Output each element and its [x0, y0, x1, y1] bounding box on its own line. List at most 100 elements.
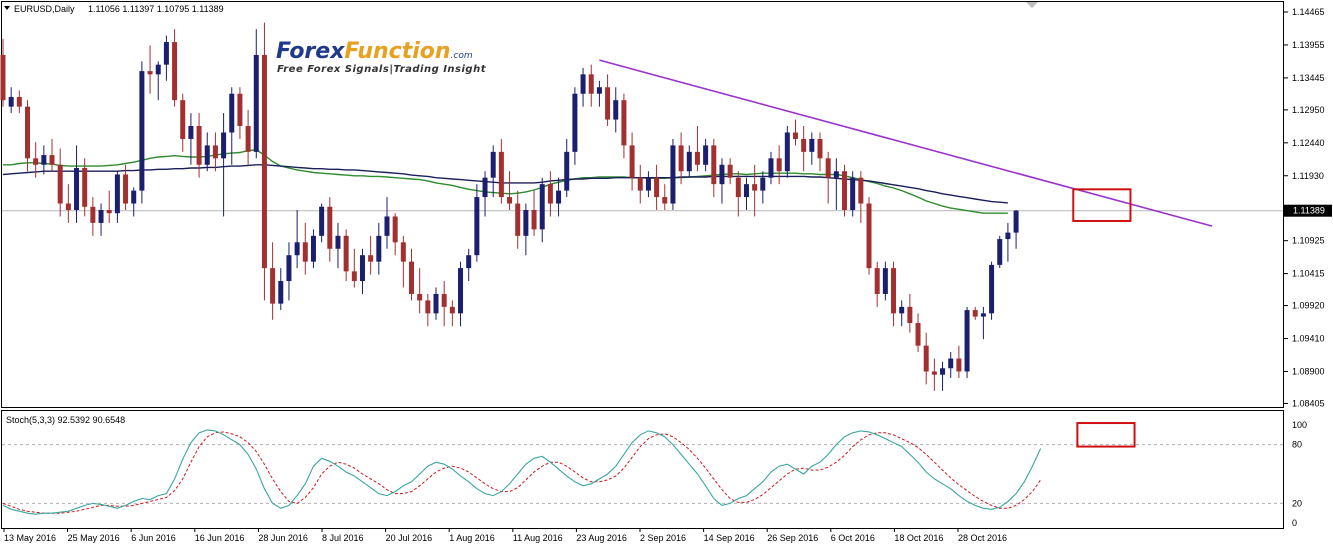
candle-body [940, 368, 946, 375]
candle [147, 45, 153, 94]
candle [25, 100, 31, 172]
date-tick-label: 6 Oct 2016 [831, 533, 875, 543]
candle-body [703, 145, 709, 165]
price-tick-label: 1.12950 [1292, 105, 1325, 115]
candle [899, 300, 905, 327]
date-tick-label: 26 Sep 2016 [767, 533, 818, 543]
candle-body [180, 100, 186, 139]
candle [940, 361, 946, 391]
candle [547, 171, 553, 217]
candle [964, 306, 970, 378]
candle-body [490, 151, 496, 178]
candle-body [817, 138, 823, 159]
date-tick-label: 2 Sep 2016 [640, 533, 686, 543]
candle-body [212, 145, 218, 159]
candle [253, 29, 259, 159]
candle [866, 197, 872, 275]
candle-body [49, 155, 55, 165]
date-tick-label: 28 Oct 2016 [958, 533, 1007, 543]
candle-body [809, 138, 815, 152]
stoch-label: Stoch(5,3,3) 92.5392 90.6548 [6, 415, 125, 425]
ma-slow-line [2, 164, 1008, 204]
candle [286, 242, 292, 301]
candle-body [270, 268, 276, 304]
candle-body [507, 197, 513, 204]
candle-body [98, 209, 104, 223]
date-tick-label: 11 Aug 2016 [513, 533, 563, 543]
candle-body [188, 126, 194, 139]
candle-body [980, 313, 986, 317]
candle-body [139, 71, 145, 191]
svg-text:ForexFunction.com: ForexFunction.com [276, 39, 473, 64]
candle [809, 132, 815, 165]
candle [82, 158, 88, 217]
candle-body [433, 293, 439, 314]
candle [310, 229, 316, 269]
candle-body [866, 203, 872, 269]
stochastic-plot: 100 80 20 0 [2, 420, 1307, 528]
candle [662, 184, 668, 210]
candle [891, 261, 897, 327]
candle-body [564, 151, 570, 191]
candle [351, 248, 357, 288]
current-price-line: 1.11389 [2, 204, 1332, 217]
candle-body [237, 93, 243, 127]
candle-body [90, 206, 96, 223]
shift-marker-icon[interactable] [1026, 2, 1038, 8]
candle-body [458, 268, 464, 314]
candle [645, 171, 651, 198]
candle-body [588, 74, 594, 94]
candle [556, 177, 562, 217]
candle [874, 261, 880, 307]
dropdown-triangle-icon[interactable] [4, 6, 10, 10]
candle-body [74, 168, 80, 210]
candle [106, 190, 112, 223]
price-tick-label: 1.09920 [1292, 301, 1325, 311]
candle [580, 67, 586, 107]
candle [670, 138, 676, 210]
candle [131, 187, 137, 217]
current-price-badge [1284, 204, 1332, 217]
candle-body [654, 177, 660, 198]
chart-header: EURUSD,Daily 1.11056 1.11397 1.10795 1.1… [4, 4, 224, 14]
candle-body [294, 242, 300, 256]
candle [196, 113, 202, 178]
price-tick-label: 1.11930 [1292, 171, 1324, 181]
candle [221, 113, 227, 217]
candle-body [842, 171, 848, 210]
candle [172, 29, 178, 107]
candle-body [498, 151, 504, 198]
candle [613, 87, 619, 133]
candle [907, 293, 913, 333]
candle-body [221, 132, 227, 159]
candle [678, 132, 684, 185]
candle-body [147, 71, 153, 75]
candle [90, 197, 96, 236]
candle [466, 248, 472, 282]
candle-body [547, 184, 553, 204]
brand-logo: ForexFunction.com Free Forex Signals|Tra… [276, 39, 486, 75]
candle-body [25, 106, 31, 159]
candle-body [106, 209, 112, 214]
candle [237, 87, 243, 139]
candle-body [531, 209, 537, 230]
date-tick-label: 16 Jun 2016 [195, 533, 245, 543]
candle-body [972, 310, 978, 317]
candle [163, 35, 169, 81]
candle [972, 306, 978, 320]
candle-body [310, 235, 316, 262]
candle-body [114, 174, 120, 214]
date-tick-label: 23 Aug 2016 [576, 533, 627, 543]
candle-body [727, 164, 733, 178]
candle [588, 64, 594, 107]
candle-body [735, 177, 741, 198]
candle-body [523, 209, 529, 236]
price-tick-label: 1.13445 [1292, 73, 1325, 83]
candle-body [343, 235, 349, 272]
candle [915, 313, 921, 353]
candle-body [678, 145, 684, 172]
trendline-group [599, 59, 1213, 227]
candle-body [686, 151, 692, 172]
